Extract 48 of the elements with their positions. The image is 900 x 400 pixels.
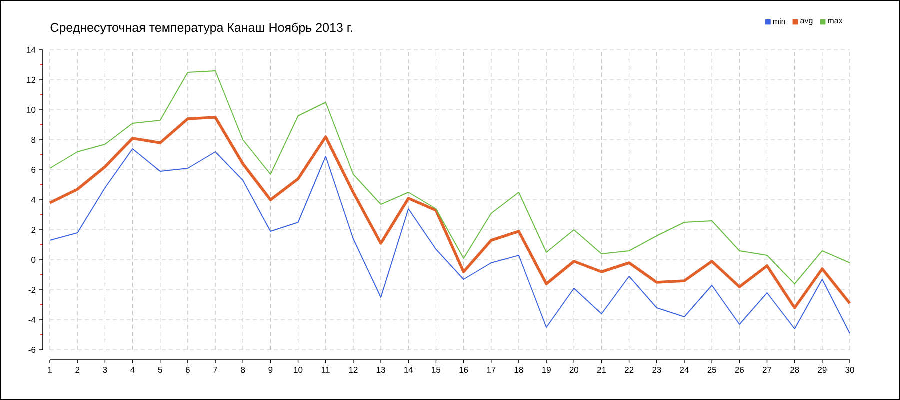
x-tick-label: 23: [652, 367, 662, 374]
y-tick-label: 0: [32, 256, 36, 264]
legend-label: avg: [800, 19, 813, 26]
x-tick-label: 5: [158, 367, 162, 373]
x-tick-label: 2: [76, 367, 80, 373]
x-tick-label: 15: [432, 367, 441, 373]
y-tick-label: 6: [32, 166, 36, 174]
x-tick-label: 25: [708, 367, 716, 374]
x-tick-label: 4: [130, 367, 135, 373]
x-tick-label: 7: [214, 367, 218, 373]
line-series: [48, 116, 852, 310]
x-tick-label: 18: [514, 367, 524, 374]
x-tick-label: 17: [487, 367, 496, 373]
x-tick-label: 28: [790, 367, 800, 374]
x-tick-label: 29: [818, 367, 827, 374]
chart-title: Среднесуточная температура Канаш Ноябрь 2013 г.: [50, 22, 352, 35]
x-tick-label: 1: [48, 367, 52, 373]
x-tick-label: 27: [762, 367, 772, 373]
y-tick-label: 10: [27, 106, 36, 114]
y-tick-label: 14: [27, 47, 36, 53]
y-tick-label: 12: [27, 77, 36, 83]
x-tick-label: 3: [103, 367, 108, 374]
line-series: [50, 70, 850, 284]
y-tick-label: 2: [32, 227, 36, 233]
legend-label: max: [828, 19, 843, 24]
legend-label: min: [773, 18, 786, 24]
y-tick-label: -4: [28, 317, 36, 323]
x-tick-label: 26: [735, 367, 744, 374]
y-tick-label: -6: [28, 346, 36, 354]
y-tick-label: 8: [32, 136, 36, 144]
x-tick-label: 11: [322, 367, 330, 373]
x-tick-label: 24: [680, 367, 689, 373]
x-tick-label: 13: [376, 367, 386, 374]
x-tick-label: 19: [542, 367, 551, 374]
line-series: [50, 148, 850, 334]
y-tick-label: -2: [28, 287, 36, 293]
x-tick-label: 16: [460, 367, 468, 374]
x-tick-label: 14: [404, 367, 414, 373]
x-tick-label: 30: [846, 367, 854, 374]
x-tick-label: 10: [294, 367, 303, 374]
x-tick-label: 6: [186, 367, 190, 374]
x-tick-label: 12: [349, 367, 358, 373]
x-tick-label: 20: [570, 367, 579, 374]
x-tick-label: 21: [597, 367, 606, 373]
x-tick-label: 22: [625, 367, 634, 373]
x-tick-label: 9: [268, 367, 273, 374]
y-tick-label: 4: [31, 197, 36, 203]
x-tick-label: 8: [241, 367, 246, 374]
